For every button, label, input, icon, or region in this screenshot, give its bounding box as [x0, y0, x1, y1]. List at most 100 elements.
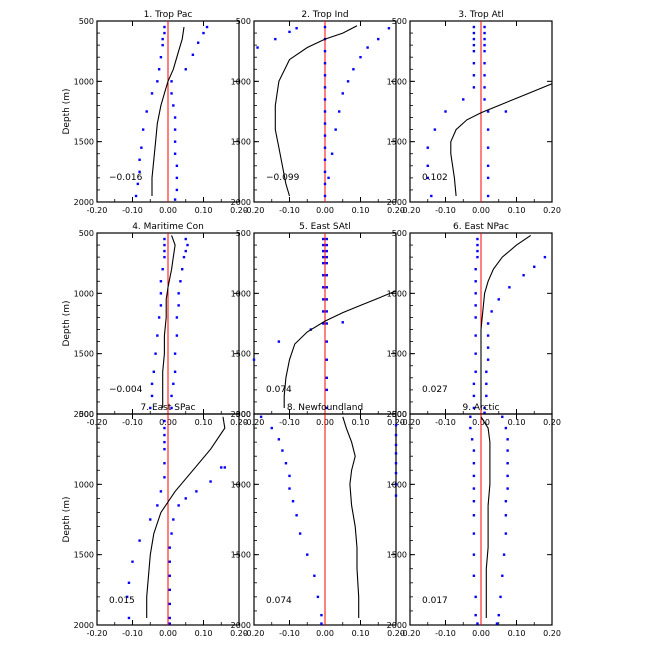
data-point — [323, 25, 327, 29]
data-point — [476, 622, 479, 625]
data-point — [323, 170, 327, 174]
y-tick-label: 1000 — [74, 77, 94, 86]
x-tick-label: 0.20 — [230, 206, 248, 215]
data-point — [149, 518, 152, 521]
data-point — [325, 358, 328, 361]
data-point — [472, 487, 476, 490]
data-point — [168, 622, 171, 625]
data-point — [149, 406, 152, 410]
data-point — [316, 595, 320, 599]
data-point — [506, 462, 509, 465]
x-tick-label: -0.10 — [279, 629, 300, 638]
data-point — [182, 255, 186, 259]
data-point — [323, 158, 327, 161]
data-point — [320, 622, 323, 625]
data-point — [157, 316, 161, 319]
data-point — [472, 462, 476, 465]
data-point — [168, 574, 171, 577]
data-point — [156, 504, 159, 507]
data-point — [184, 497, 187, 500]
data-point — [483, 98, 486, 101]
data-point — [295, 514, 298, 517]
panel-title-4: 4. Maritime Con — [132, 222, 204, 232]
y-tick-label: 1000 — [74, 289, 94, 298]
data-point — [472, 406, 476, 410]
data-point — [150, 92, 154, 95]
data-point — [140, 146, 143, 149]
data-point — [504, 426, 508, 430]
profile-line — [274, 25, 358, 197]
data-point — [394, 443, 398, 447]
data-point — [469, 426, 472, 430]
x-tick-label: -0.20 — [244, 206, 265, 215]
x-tick-label: -0.20 — [400, 629, 421, 638]
data-point — [325, 298, 328, 301]
data-point — [495, 622, 499, 625]
data-point — [501, 415, 504, 419]
data-point — [179, 280, 182, 283]
data-point — [483, 411, 486, 414]
data-point — [483, 31, 486, 35]
data-point — [501, 574, 504, 577]
panel-title-7: 7. East SPac — [141, 403, 196, 413]
y-tick-label: 500 — [236, 17, 251, 26]
data-point — [173, 140, 177, 143]
data-point — [173, 152, 177, 155]
data-point — [322, 249, 325, 253]
data-point — [298, 532, 302, 535]
y-tick-label: 1500 — [387, 350, 407, 359]
data-point — [485, 382, 488, 386]
data-point — [483, 406, 486, 410]
panel-title-9: 9. Arctic — [462, 403, 499, 413]
data-point — [157, 68, 161, 71]
data-point — [506, 438, 509, 441]
y-tick-label: 500 — [236, 410, 251, 419]
data-point — [313, 574, 316, 577]
data-point — [186, 243, 189, 247]
y-tick-label: 500 — [79, 229, 94, 238]
data-point — [163, 462, 166, 465]
data-point — [472, 474, 476, 478]
data-point — [323, 134, 327, 137]
data-point — [288, 30, 291, 34]
data-point — [252, 358, 256, 361]
data-point — [325, 249, 328, 253]
data-point — [472, 449, 476, 452]
y-tick-label: 2000 — [74, 621, 94, 630]
data-point — [172, 518, 175, 521]
data-point — [327, 176, 330, 180]
data-point — [430, 194, 433, 198]
x-tick-label: -0.20 — [400, 206, 421, 215]
data-point — [291, 500, 295, 503]
x-tick-label: -0.10 — [122, 629, 143, 638]
data-point — [474, 370, 477, 373]
x-tick-label: -0.10 — [279, 206, 300, 215]
data-point — [394, 433, 398, 437]
y-tick-label: 500 — [79, 17, 94, 26]
data-point — [469, 415, 472, 419]
data-point — [173, 198, 177, 201]
data-point — [277, 438, 281, 441]
data-point — [322, 261, 325, 265]
data-point — [486, 322, 490, 325]
data-point — [161, 268, 164, 271]
data-point — [184, 249, 187, 253]
data-point — [394, 452, 398, 455]
data-point — [322, 298, 325, 301]
data-point — [504, 110, 508, 113]
data-point — [474, 595, 477, 599]
data-point — [476, 237, 479, 241]
panel-title-8: 8. Newfoundland — [287, 403, 363, 413]
data-point — [322, 286, 325, 289]
x-tick-label: 0.00 — [472, 629, 490, 638]
data-point — [341, 92, 344, 95]
y-tick-label: 2000 — [231, 621, 251, 630]
data-point — [209, 480, 212, 483]
x-tick-label: 0.00 — [472, 206, 490, 215]
data-point — [168, 616, 171, 620]
data-point — [325, 376, 328, 379]
data-point — [394, 494, 398, 497]
x-tick-label: 0.10 — [195, 206, 213, 215]
x-tick-label: -0.10 — [279, 418, 300, 427]
data-point — [320, 613, 323, 617]
